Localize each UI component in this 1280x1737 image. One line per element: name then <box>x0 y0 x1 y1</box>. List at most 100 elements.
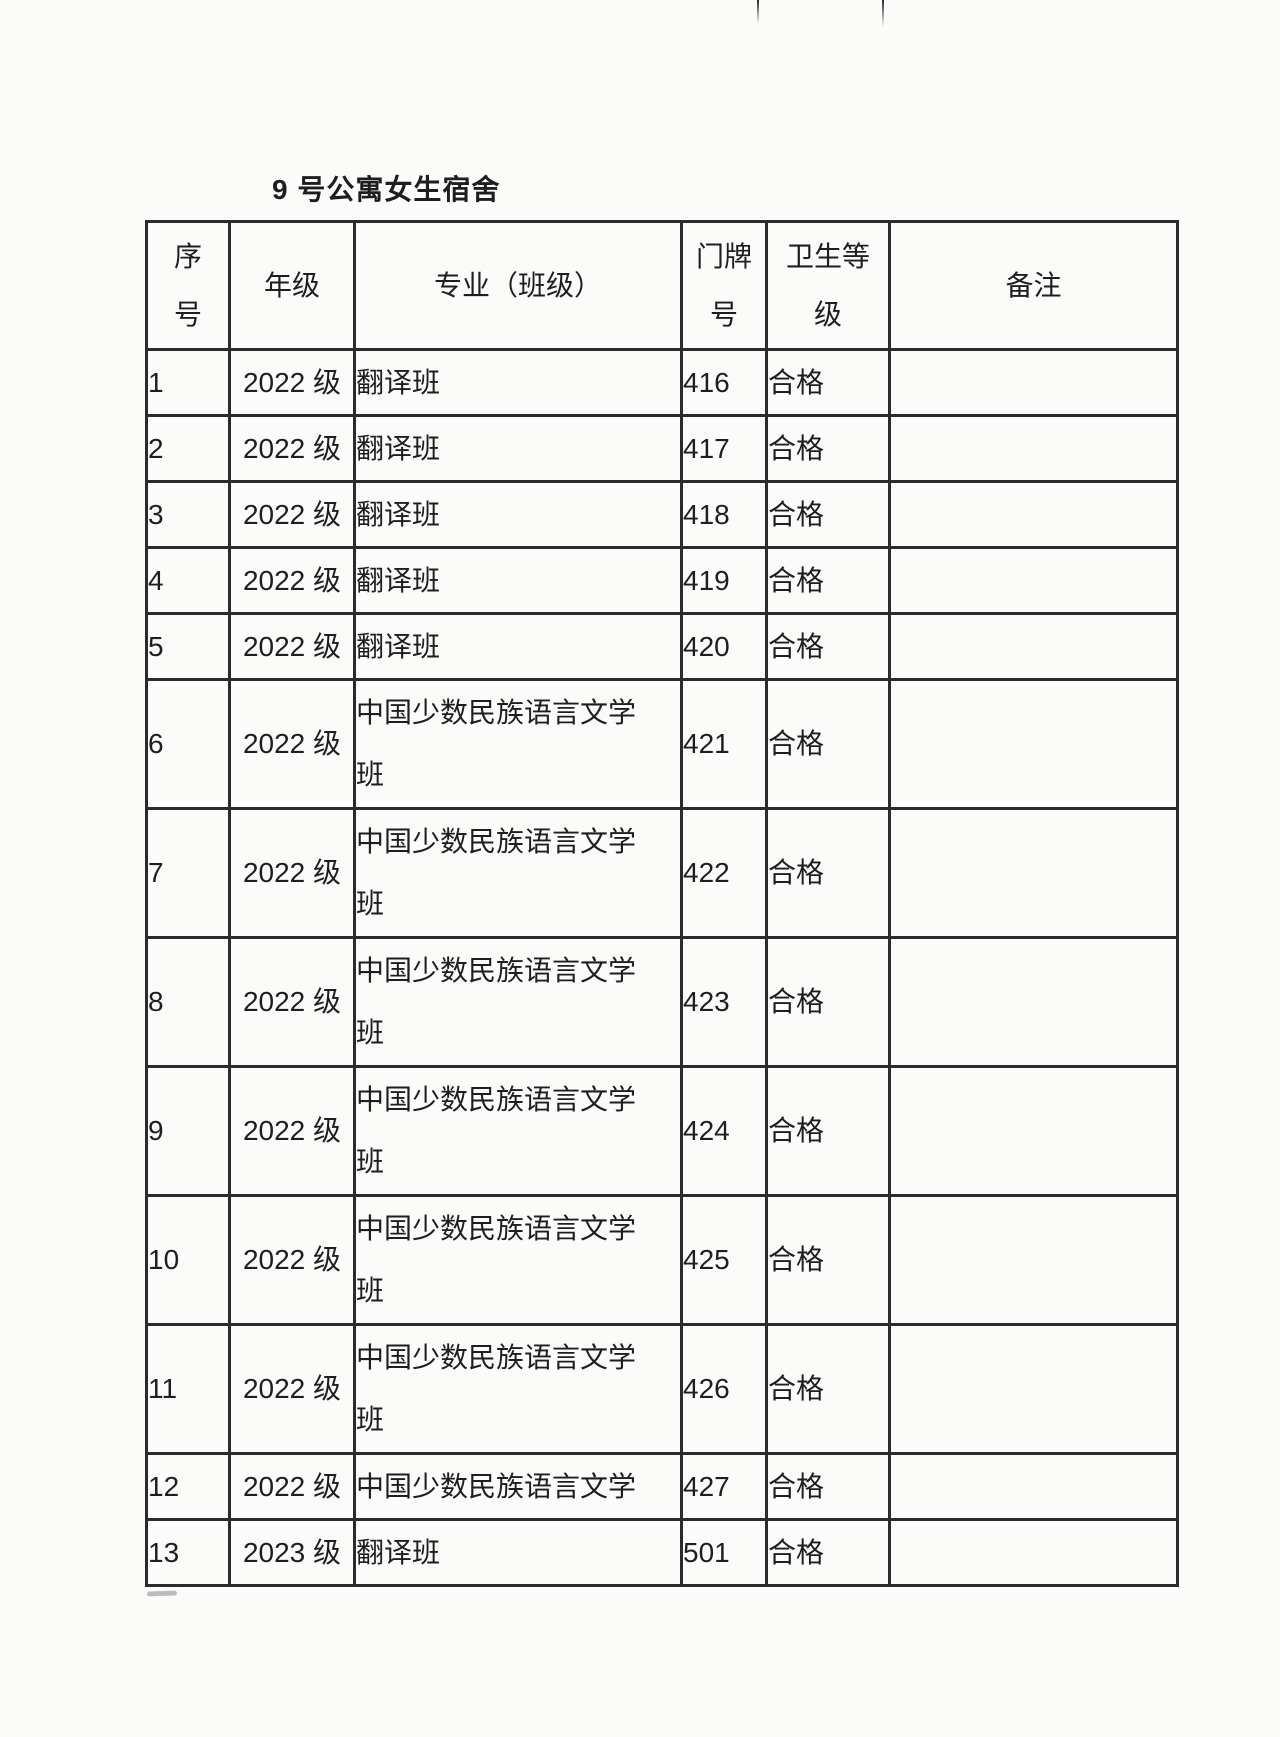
cell-major: 中国少数民族语言文学班 <box>353 678 683 810</box>
index-value: 2 <box>148 432 164 464</box>
cell-grade: 2022 级 <box>228 1323 356 1455</box>
header-room-line2: 号 <box>709 298 738 330</box>
major-line: 中国少数民族语言文学 <box>356 955 637 986</box>
cell-remark <box>888 546 1179 615</box>
cell-room-number: 421 <box>680 678 768 810</box>
cell-hygiene-rating: 合格 <box>765 348 891 417</box>
hygiene-rating-value: 合格 <box>768 432 825 464</box>
room-number-value: 421 <box>683 728 730 759</box>
cell-grade: 2022 级 <box>228 546 356 615</box>
major-line: 翻译班 <box>356 432 441 464</box>
cell-room-number: 426 <box>680 1323 768 1455</box>
cell-grade: 2022 级 <box>228 1194 356 1326</box>
header-no: 序 号 <box>145 220 231 351</box>
cell-index: 2 <box>145 414 231 483</box>
grade-value: 2022 级 <box>242 630 342 662</box>
cell-remark <box>888 678 1179 810</box>
cell-index: 7 <box>145 807 231 939</box>
table-row: 5 2022 级 翻译班 420 合格 <box>145 612 1179 681</box>
cell-major: 翻译班 <box>353 480 683 549</box>
major-line: 中国少数民族语言文学 <box>356 826 637 857</box>
room-number-value: 419 <box>683 564 730 596</box>
room-number-value: 426 <box>683 1373 730 1404</box>
major-line: 翻译班 <box>356 564 441 596</box>
hygiene-rating-value: 合格 <box>768 1373 825 1404</box>
grade-value: 2022 级 <box>242 728 342 759</box>
cell-remark <box>888 1065 1179 1197</box>
hygiene-rating-value: 合格 <box>768 1244 825 1275</box>
index-value: 3 <box>148 498 164 530</box>
cell-remark <box>888 1323 1179 1455</box>
header-rating: 卫生等 级 <box>765 220 891 351</box>
cell-major: 中国少数民族语言文学班 <box>353 807 683 939</box>
cell-room-number: 417 <box>680 414 768 483</box>
page-title: 9 号公寓女生宿舍 <box>272 174 501 205</box>
cell-hygiene-rating: 合格 <box>765 678 891 810</box>
table-row: 10 2022 级 中国少数民族语言文学班 425 合格 <box>145 1194 1179 1326</box>
room-number-value: 417 <box>683 432 730 464</box>
cell-major: 翻译班 <box>353 1518 683 1587</box>
cell-remark <box>888 1518 1179 1587</box>
cell-index: 1 <box>145 348 231 417</box>
grade-value: 2022 级 <box>242 1244 342 1275</box>
grade-value: 2022 级 <box>242 366 342 398</box>
cell-index: 5 <box>145 612 231 681</box>
grade-value: 2022 级 <box>242 1115 342 1146</box>
table-row: 2 2022 级 翻译班 417 合格 <box>145 414 1179 483</box>
cell-grade: 2022 级 <box>228 936 356 1068</box>
cell-hygiene-rating: 合格 <box>765 414 891 483</box>
cell-major: 翻译班 <box>353 348 683 417</box>
cell-index: 6 <box>145 678 231 810</box>
cell-remark <box>888 612 1179 681</box>
table-row: 6 2022 级 中国少数民族语言文学班 421 合格 <box>145 678 1179 810</box>
index-value: 1 <box>148 366 164 398</box>
room-number-value: 427 <box>683 1470 730 1502</box>
cell-major: 中国少数民族语言文学班 <box>353 1323 683 1455</box>
hygiene-rating-value: 合格 <box>768 564 825 596</box>
major-line: 中国少数民族语言文学 <box>356 1470 637 1502</box>
header-rating-line2: 级 <box>813 298 842 330</box>
table-row: 9 2022 级 中国少数民族语言文学班 424 合格 <box>145 1065 1179 1197</box>
room-number-value: 420 <box>683 630 730 662</box>
hygiene-rating-value: 合格 <box>768 1536 825 1568</box>
cell-hygiene-rating: 合格 <box>765 612 891 681</box>
cell-index: 11 <box>145 1323 231 1455</box>
cell-index: 3 <box>145 480 231 549</box>
table-header-row: 序 号 年级 专业（班级） 门牌 号 卫生等 级 备注 <box>145 220 1179 351</box>
major-line: 翻译班 <box>356 366 441 398</box>
grade-value: 2022 级 <box>242 1470 342 1502</box>
major-line: 中国少数民族语言文学 <box>356 697 637 728</box>
room-number-value: 423 <box>683 986 730 1017</box>
header-no-line2: 号 <box>173 298 202 330</box>
cell-hygiene-rating: 合格 <box>765 1518 891 1587</box>
header-major-line1: 专业（班级） <box>433 269 602 301</box>
index-value: 10 <box>148 1244 180 1275</box>
header-room-line1: 门牌 <box>695 240 752 272</box>
cell-remark <box>888 807 1179 939</box>
cell-hygiene-rating: 合格 <box>765 1194 891 1326</box>
cell-room-number: 422 <box>680 807 768 939</box>
cell-remark <box>888 1194 1179 1326</box>
cell-hygiene-rating: 合格 <box>765 936 891 1068</box>
major-line: 翻译班 <box>356 498 441 530</box>
grade-value: 2022 级 <box>242 564 342 596</box>
dormitory-hygiene-table: 序 号 年级 专业（班级） 门牌 号 卫生等 级 备注 <box>145 220 1179 1587</box>
major-line: 班 <box>356 888 385 919</box>
cell-major: 中国少数民族语言文学 <box>353 1452 683 1521</box>
cell-grade: 2022 级 <box>228 480 356 549</box>
major-line: 翻译班 <box>356 1536 441 1568</box>
cell-hygiene-rating: 合格 <box>765 1452 891 1521</box>
hygiene-rating-value: 合格 <box>768 630 825 662</box>
hygiene-rating-value: 合格 <box>768 366 825 398</box>
cell-room-number: 416 <box>680 348 768 417</box>
cell-hygiene-rating: 合格 <box>765 1323 891 1455</box>
table-row: 13 2023 级 翻译班 501 合格 <box>145 1518 1179 1587</box>
grade-value: 2022 级 <box>242 432 342 464</box>
index-value: 5 <box>148 630 164 662</box>
index-value: 13 <box>148 1536 180 1568</box>
major-line: 中国少数民族语言文学 <box>356 1342 637 1373</box>
header-remark: 备注 <box>888 220 1179 351</box>
major-line: 班 <box>356 759 385 790</box>
grade-value: 2022 级 <box>242 1373 342 1404</box>
table-body: 1 2022 级 翻译班 416 合格 2 2022 级 翻译班 417 合格 … <box>145 348 1179 1587</box>
